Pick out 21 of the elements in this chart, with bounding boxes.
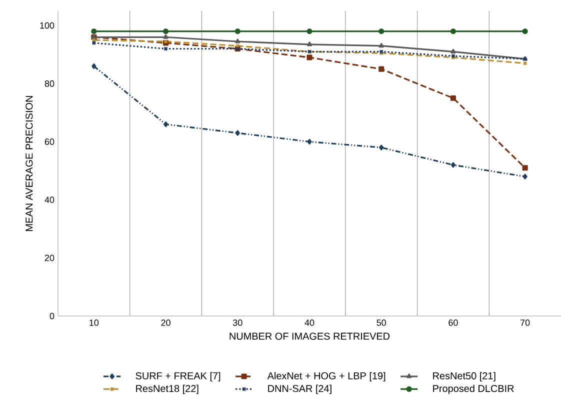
legend-label: AlexNet + HOG + LBP [19] <box>267 372 386 382</box>
x-axis-title: NUMBER OF IMAGES RETRIEVED <box>230 332 390 340</box>
x-tick-label: 50 <box>376 320 386 326</box>
x-tick-label: 40 <box>304 320 314 326</box>
legend-label: Proposed DLCBIR <box>433 384 514 394</box>
y-tick-label: 100 <box>40 22 54 29</box>
y-tick-label: 20 <box>44 254 54 262</box>
y-tick-label: 40 <box>44 196 54 203</box>
y-tick-label: 0 <box>50 312 54 320</box>
y-axis-title: MEAN AVERAGE PRECISION <box>26 96 33 231</box>
x-tick-label: 70 <box>520 320 530 326</box>
y-tick-label: 60 <box>44 138 54 145</box>
legend-label: DNN-SAR [24] <box>268 384 332 394</box>
x-tick-label: 60 <box>448 320 458 326</box>
x-tick-label: 30 <box>233 320 242 326</box>
x-tick-label: 10 <box>90 320 99 326</box>
legend-label: ResNet50 [21] <box>433 372 496 382</box>
x-tick-label: 20 <box>161 320 170 326</box>
legend-label: SURF + FREAK [7] <box>136 372 220 382</box>
legend-label: ResNet18 [22] <box>136 384 198 394</box>
y-tick-label: 80 <box>44 80 54 87</box>
